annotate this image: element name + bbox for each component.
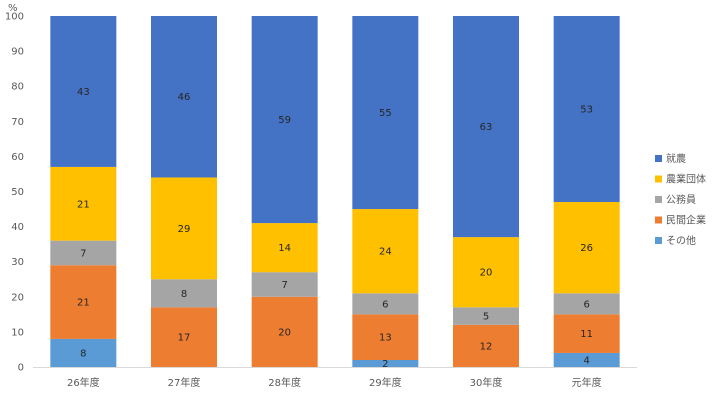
y-unit-label: %	[8, 3, 18, 14]
y-axis: % 0 10 20 30 40 50 60 70 80 90 100	[5, 3, 24, 374]
bar-segment-3	[50, 240, 117, 266]
data-label: 29	[178, 224, 191, 235]
legend-swatch	[655, 196, 662, 203]
data-label: 63	[480, 122, 493, 133]
data-label: 53	[580, 105, 593, 116]
bar-segment-4	[251, 223, 318, 273]
data-label: 17	[178, 333, 191, 344]
data-label: 5	[483, 312, 489, 323]
bar-segment-3	[251, 272, 318, 297]
bar-segment-3	[352, 293, 419, 315]
y-tick-label: 60	[11, 152, 24, 163]
y-tick-label: 20	[11, 292, 24, 303]
legend-swatch	[655, 237, 662, 244]
bar-segment-4	[352, 209, 419, 294]
x-category-label: 27年度	[168, 376, 201, 389]
y-tick-label: 50	[11, 187, 24, 198]
bar-segment-4	[151, 177, 217, 280]
bars: 8217214301782946020714592136245501252063…	[50, 16, 620, 370]
bar-segment-5	[352, 16, 419, 210]
y-tick-label: 80	[11, 82, 24, 93]
data-label: 43	[77, 87, 90, 98]
bar-segment-3	[453, 307, 519, 325]
data-label: 14	[278, 243, 291, 254]
legend-swatch	[655, 155, 662, 162]
x-category-label: 元年度	[572, 376, 602, 389]
bar-segment-1	[352, 359, 419, 367]
bar-segment-2	[151, 307, 217, 367]
bar-segment-5	[251, 16, 318, 224]
x-category-label: 30年度	[470, 376, 503, 389]
data-label: 20	[278, 327, 291, 338]
y-tick-label: 90	[11, 47, 24, 58]
legend-swatch	[655, 216, 662, 224]
bar-segment-4	[50, 166, 117, 241]
data-label: 20	[480, 268, 493, 279]
data-label: 26	[580, 243, 593, 254]
bar-segment-3	[553, 293, 620, 315]
data-label: 24	[379, 247, 392, 258]
y-tick-label: 70	[11, 117, 24, 128]
bar-segment-5	[50, 16, 117, 167]
legend-label: その他	[666, 234, 696, 247]
data-label: 6	[382, 299, 388, 310]
x-axis: 26年度 27年度 28年度 29年度 30年度 元年度	[33, 367, 637, 389]
y-tick-label: 100	[5, 12, 24, 23]
bar-segment-2	[453, 324, 519, 367]
bar-segment-2	[553, 314, 620, 353]
bar-segment-1	[553, 352, 620, 367]
bar-segment-5	[151, 16, 217, 178]
data-label: 55	[379, 108, 392, 119]
data-label: 21	[77, 199, 90, 210]
legend-swatch	[655, 175, 662, 183]
data-label: 12	[480, 341, 493, 352]
x-category-label: 26年度	[67, 376, 100, 389]
bar-segment-5	[553, 16, 620, 203]
bar-segment-4	[453, 237, 519, 308]
data-label: 21	[77, 298, 90, 309]
y-tick-label: 10	[11, 327, 24, 338]
x-category-label: 28年度	[268, 376, 301, 389]
data-label: 11	[580, 329, 593, 340]
data-label: 13	[379, 333, 392, 344]
legend-label: 農業団体	[666, 173, 706, 186]
bar-segment-1	[50, 338, 117, 367]
y-tick-label: 40	[11, 222, 24, 233]
bar-segment-2	[50, 265, 117, 339]
y-tick-label: 0	[18, 363, 24, 374]
bar-segment-2	[251, 296, 318, 367]
legend-label: 就農	[666, 152, 686, 165]
data-label: 2	[382, 359, 388, 370]
data-label: 7	[80, 248, 86, 259]
data-label: 4	[583, 355, 589, 366]
bar-segment-2	[352, 314, 419, 360]
x-category-label: 29年度	[369, 376, 402, 389]
legend-label: 民間企業	[666, 214, 706, 227]
y-tick-label: 30	[11, 257, 24, 268]
data-label: 8	[80, 348, 86, 359]
bar-segment-5	[453, 16, 519, 238]
bar-segment-3	[151, 279, 217, 308]
bar-segment-4	[553, 202, 620, 294]
data-label: 8	[181, 289, 187, 300]
data-label: 59	[278, 115, 291, 126]
data-label: 6	[583, 299, 589, 310]
legend-label: 公務員	[666, 193, 696, 206]
data-label: 7	[281, 280, 287, 291]
data-label: 46	[178, 92, 191, 103]
